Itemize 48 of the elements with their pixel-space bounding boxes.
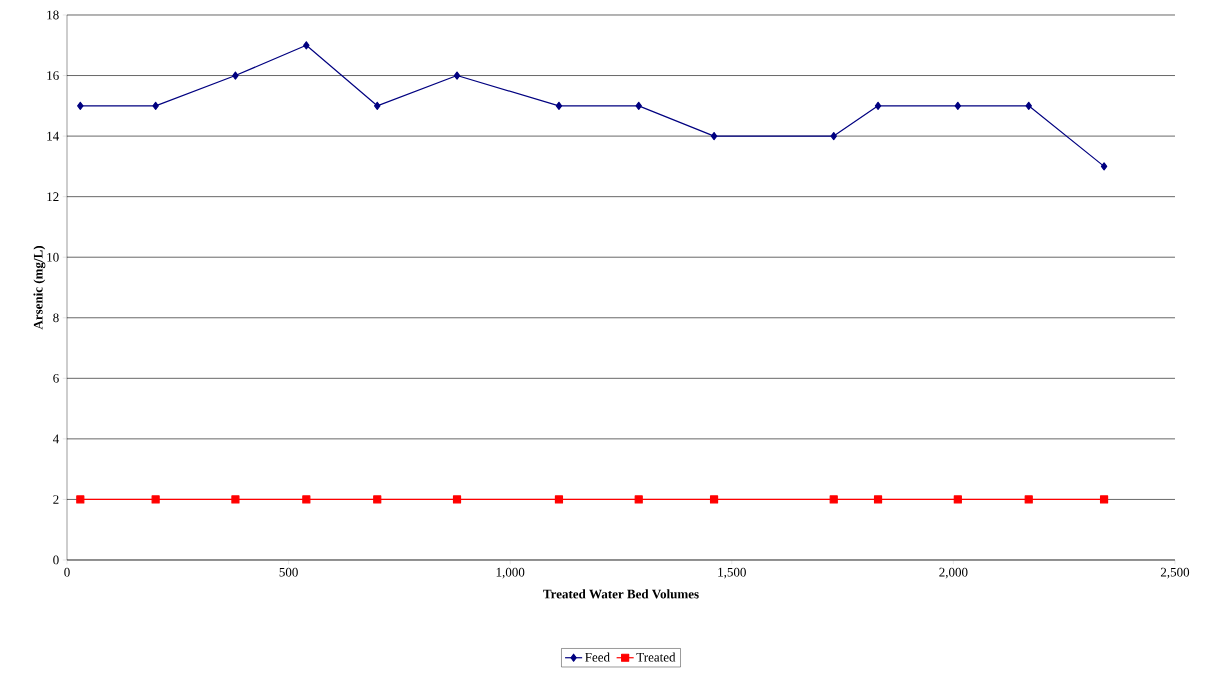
y-tick-label: 0 <box>53 555 59 565</box>
point <box>302 495 311 504</box>
point <box>373 495 382 504</box>
y-tick-label: 2 <box>53 495 59 504</box>
point <box>830 132 837 141</box>
point <box>634 495 643 504</box>
point <box>152 101 159 110</box>
point <box>873 495 883 504</box>
point <box>77 101 84 110</box>
x-tick-label: 2,500 <box>1160 567 1190 579</box>
point <box>554 495 564 504</box>
point <box>829 495 838 504</box>
point <box>555 101 563 110</box>
point <box>453 71 461 80</box>
y-tick-label: 14 <box>47 131 60 141</box>
point <box>232 71 239 80</box>
point <box>1099 495 1109 504</box>
legend-label: Treated <box>636 652 676 662</box>
y-tick-label: 4 <box>52 434 60 444</box>
x-tick-label: 500 <box>279 567 298 577</box>
point <box>1024 495 1033 504</box>
x-axis-title: Treated Water Bed Volumes <box>543 589 699 599</box>
point <box>76 495 85 504</box>
y-tick-label: 16 <box>47 71 59 80</box>
point <box>1100 162 1108 171</box>
point <box>452 495 462 504</box>
point <box>635 101 642 110</box>
y-tick-label: 12 <box>47 192 59 201</box>
x-tick-label: 0 <box>64 567 70 577</box>
point <box>151 495 160 504</box>
point <box>953 495 962 504</box>
x-tick-label: 2,000 <box>939 567 968 579</box>
point <box>709 495 719 504</box>
point <box>874 101 882 110</box>
y-axis-title: Arsenic (mg/L) <box>33 246 46 330</box>
y-tick-label: 6 <box>53 373 59 383</box>
point <box>1025 101 1032 110</box>
point <box>710 132 718 141</box>
legend-label: Feed <box>585 652 610 662</box>
x-tick-label: 1,500 <box>718 567 746 579</box>
y-tick-label: 18 <box>47 10 59 20</box>
point <box>303 41 310 50</box>
x-tick-label: 1,000 <box>496 567 525 579</box>
y-tick-label: 10 <box>47 252 59 262</box>
y-tick-label: 8 <box>53 313 59 323</box>
point <box>954 101 962 110</box>
point <box>231 495 240 504</box>
point <box>374 101 381 110</box>
